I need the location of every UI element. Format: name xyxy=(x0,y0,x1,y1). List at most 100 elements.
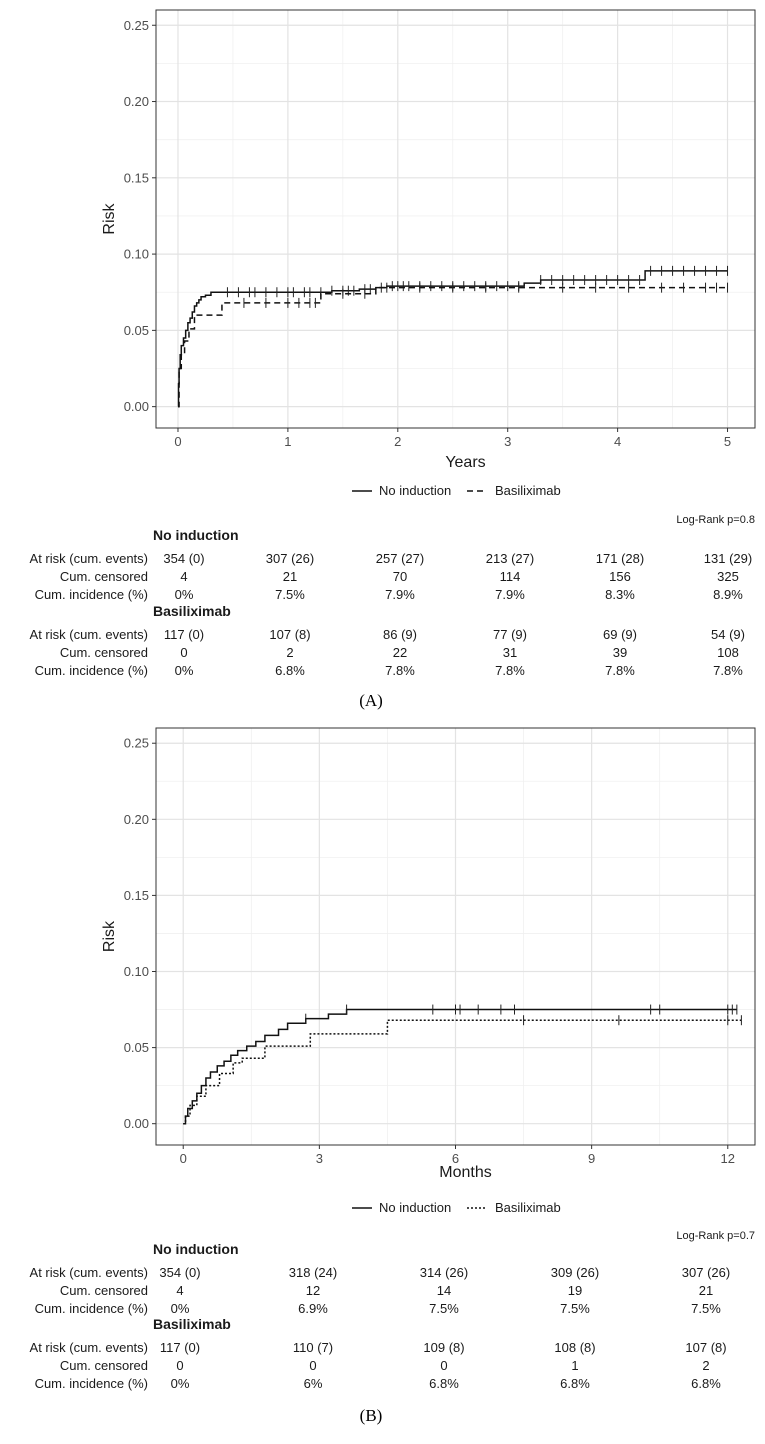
risk-table-cell: 4 xyxy=(176,1283,183,1298)
risk-table-group-title: Basiliximab xyxy=(153,1316,231,1332)
risk-table-cell: 21 xyxy=(699,1283,713,1298)
risk-table-group-title: No induction xyxy=(153,527,239,543)
risk-table-cell: 131 (29) xyxy=(704,551,752,566)
panel-a: 0.00 0.05 0.10 0.15 0.20 0.25 0 1 2 3 4 5 Years Risk N… xyxy=(0,0,765,718)
risk-table-cell: 12 xyxy=(306,1283,320,1298)
risk-table-cell: 314 (26) xyxy=(420,1265,468,1280)
x-tick-label: 1 xyxy=(284,434,291,449)
x-tick-label: 12 xyxy=(721,1151,735,1166)
y-tick-label: 0.15 xyxy=(124,170,149,185)
risk-table-cell: 8.9% xyxy=(713,587,743,602)
risk-table-cell: 31 xyxy=(503,645,517,660)
risk-table-cell: 110 (7) xyxy=(293,1340,333,1355)
risk-table-row-label: Cum. incidence (%) xyxy=(35,1301,148,1316)
risk-table-cell: 6.8% xyxy=(691,1376,721,1391)
risk-table-cell: 0 xyxy=(440,1358,447,1373)
plot-border xyxy=(155,9,756,429)
risk-table-cell: 54 (9) xyxy=(711,627,745,642)
risk-table-row-label: At risk (cum. events) xyxy=(30,627,148,642)
x-axis-title: Months xyxy=(439,1164,491,1181)
risk-table-cell: 22 xyxy=(393,645,407,660)
risk-table-cell: 86 (9) xyxy=(383,627,417,642)
x-tick-label: 2 xyxy=(394,434,401,449)
x-tick-label: 3 xyxy=(504,434,511,449)
risk-table-cell: 257 (27) xyxy=(376,551,424,566)
risk-table-cell: 156 xyxy=(609,569,631,584)
x-tick-label: 0 xyxy=(174,434,181,449)
risk-table-cell: 8.3% xyxy=(605,587,635,602)
risk-table-cell: 77 (9) xyxy=(493,627,527,642)
y-tick-label: 0.20 xyxy=(124,812,149,827)
risk-table-cell: 213 (27) xyxy=(486,551,534,566)
y-axis-title: Risk xyxy=(101,920,118,952)
risk-table-group-title: No induction xyxy=(153,1241,239,1257)
plot-area xyxy=(156,10,755,428)
risk-table-cell: 2 xyxy=(286,645,293,660)
risk-table-cell: 107 (8) xyxy=(269,627,310,642)
risk-table-cell: 307 (26) xyxy=(266,551,314,566)
risk-table-cell: 0% xyxy=(171,1376,190,1391)
risk-table-cell: 354 (0) xyxy=(163,551,204,566)
y-tick-label: 0.15 xyxy=(124,888,149,903)
risk-table-cell: 7.8% xyxy=(495,663,525,678)
risk-table-cell: 114 xyxy=(500,569,521,584)
risk-table-cell: 307 (26) xyxy=(682,1265,730,1280)
risk-table-cell: 0% xyxy=(175,587,194,602)
risk-table-cell: 7.9% xyxy=(495,587,525,602)
risk-table-cell: 4 xyxy=(180,569,187,584)
risk-table-row-label: Cum. censored xyxy=(60,1283,148,1298)
risk-table-group-title: Basiliximab xyxy=(153,603,231,619)
risk-table-cell: 7.5% xyxy=(560,1301,590,1316)
risk-table-cell: 0% xyxy=(171,1301,190,1316)
panel-caption: (A) xyxy=(359,691,383,710)
risk-table-cell: 325 xyxy=(717,569,739,584)
risk-table-cell: 7.8% xyxy=(713,663,743,678)
risk-table-cell: 318 (24) xyxy=(289,1265,337,1280)
y-tick-label: 0.00 xyxy=(124,1116,149,1131)
y-axis-title: Risk xyxy=(101,202,118,234)
risk-table-cell: 117 (0) xyxy=(164,627,204,642)
y-tick-label: 0.10 xyxy=(124,964,149,979)
risk-table-cell: 354 (0) xyxy=(159,1265,200,1280)
risk-table-row-label: Cum. censored xyxy=(60,569,148,584)
panel-b: 0.00 0.05 0.10 0.15 0.20 0.25 0 3 6 9 12 Months Risk… xyxy=(0,718,765,1439)
risk-table-cell: 171 (28) xyxy=(596,551,644,566)
x-tick-label: 5 xyxy=(724,434,731,449)
y-tick-label: 0.10 xyxy=(124,247,149,262)
risk-table-cell: 21 xyxy=(283,569,297,584)
y-tick-label: 0.25 xyxy=(124,736,149,751)
risk-table-cell: 7.5% xyxy=(275,587,305,602)
legend-label: Basiliximab xyxy=(495,483,561,498)
risk-table-cell: 309 (26) xyxy=(551,1265,599,1280)
risk-table-cell: 1 xyxy=(571,1358,578,1373)
risk-table-cell: 6.8% xyxy=(275,663,305,678)
x-tick-label: 0 xyxy=(180,1151,187,1166)
risk-table-cell: 7.8% xyxy=(385,663,415,678)
risk-table-cell: 0% xyxy=(175,663,194,678)
risk-table-cell: 6.8% xyxy=(560,1376,590,1391)
x-tick-label: 4 xyxy=(614,434,621,449)
risk-table-cell: 117 (0) xyxy=(160,1340,200,1355)
risk-table-cell: 109 (8) xyxy=(423,1340,464,1355)
series-line-1 xyxy=(183,1019,742,1125)
risk-table-cell: 6% xyxy=(304,1376,323,1391)
risk-table-row-label: Cum. incidence (%) xyxy=(35,587,148,602)
risk-table-cell: 0 xyxy=(176,1358,183,1373)
panel-caption: (B) xyxy=(360,1406,383,1425)
risk-table-cell: 107 (8) xyxy=(685,1340,726,1355)
risk-table-row-label: Cum. incidence (%) xyxy=(35,1376,148,1391)
km-chart-b: 0.000.050.100.150.200.250 3 6 9 12MonthsRisk… xyxy=(30,727,756,1425)
risk-table-row-label: At risk (cum. events) xyxy=(30,1340,148,1355)
risk-table-cell: 108 xyxy=(717,645,739,660)
risk-table-row-label: Cum. censored xyxy=(60,1358,148,1373)
risk-table-cell: 6.9% xyxy=(298,1301,328,1316)
log-rank-label: Log-Rank p=0.7 xyxy=(676,1230,755,1242)
plot-border xyxy=(155,727,756,1146)
risk-table-cell: 2 xyxy=(702,1358,709,1373)
risk-table-row-label: At risk (cum. events) xyxy=(30,1265,148,1280)
risk-table-row-label: Cum. censored xyxy=(60,645,148,660)
series-line-1 xyxy=(177,286,728,408)
risk-table-cell: 70 xyxy=(393,569,407,584)
log-rank-label: Log-Rank p=0.8 xyxy=(676,514,755,526)
legend-label: Basiliximab xyxy=(495,1200,561,1215)
